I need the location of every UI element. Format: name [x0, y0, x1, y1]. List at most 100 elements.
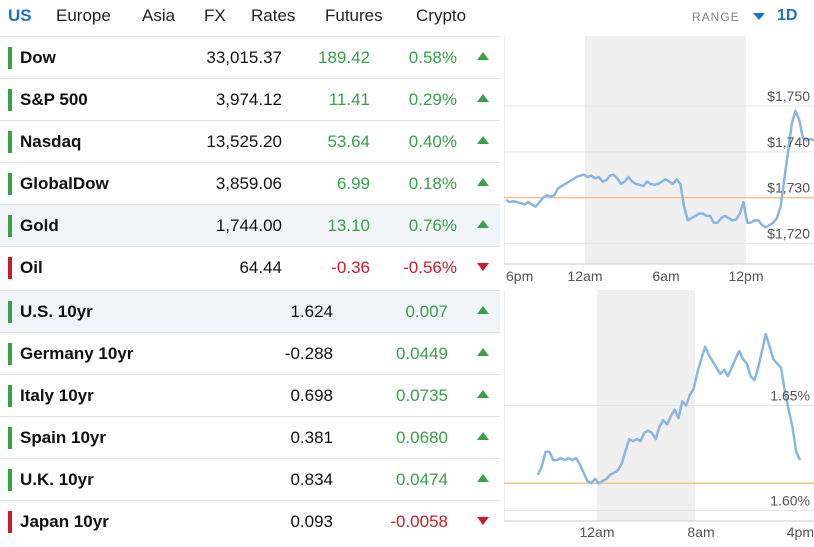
tab-crypto[interactable]: Crypto	[416, 6, 467, 25]
tab-fx[interactable]: FX	[204, 6, 226, 25]
row-change: 6.99	[336, 174, 370, 193]
row-change: 189.42	[318, 48, 370, 67]
chart-shade	[585, 36, 666, 264]
table-row-nasdaq[interactable]: Nasdaq 13,525.20 53.64 0.40%	[0, 120, 500, 162]
x-tick-labels: 6pm 12am 6am 12pm	[506, 268, 764, 284]
arrow-up-icon	[477, 94, 489, 102]
arrow-up-icon	[477, 136, 489, 144]
arrow-up-icon	[477, 306, 489, 314]
table-row-gold[interactable]: Gold 1,744.00 13.10 0.76%	[0, 204, 500, 246]
row-last: 13,525.20	[206, 132, 282, 151]
status-bar	[8, 131, 12, 153]
table-row-italy-10yr[interactable]: Italy 10yr 0.698 0.0735	[0, 374, 500, 416]
row-change: 53.64	[327, 132, 370, 151]
tab-asia[interactable]: Asia	[142, 6, 176, 25]
row-last: 3,859.06	[215, 174, 282, 193]
arrow-down-icon	[477, 263, 489, 271]
arrow-up-icon	[477, 178, 489, 186]
row-percent: 0.18%	[408, 174, 457, 193]
range-selector[interactable]: 1D	[777, 7, 798, 24]
tab-us[interactable]: US	[8, 6, 32, 25]
row-yield: 0.381	[290, 428, 333, 447]
table-row-oil[interactable]: Oil 64.44 -0.36 -0.56%	[0, 246, 500, 288]
row-change: 11.41	[328, 90, 370, 109]
table-row-sp500[interactable]: S&P 500 3,974.12 11.41 0.29%	[0, 78, 500, 120]
gold-chart[interactable]: $1,750 $1,740 $1,730 $1,720 6pm 12am 6am 12pm	[504, 36, 814, 288]
y-tick-label: $1,720	[767, 225, 810, 241]
row-change: 0.0449	[396, 344, 448, 363]
arrow-up-icon	[477, 348, 489, 356]
x-tick-label: 8am	[687, 524, 714, 540]
table-row-us-10yr[interactable]: U.S. 10yr 1.624 0.007	[0, 290, 500, 332]
row-yield: 0.698	[290, 386, 333, 405]
x-tick-label: 12am	[579, 524, 614, 540]
row-name: Oil	[20, 258, 43, 277]
x-tick-label: 6am	[652, 268, 679, 284]
y-tick-labels: $1,750 $1,740 $1,730 $1,720	[767, 88, 810, 241]
y-tick-label: 1.60%	[770, 493, 810, 509]
row-yield: -0.288	[284, 344, 333, 363]
row-last: 1,744.00	[215, 216, 282, 235]
grid-lines	[504, 405, 814, 511]
row-last: 64.44	[239, 258, 282, 277]
y-tick-labels: 1.65% 1.60%	[770, 388, 810, 509]
y-tick-label: $1,750	[767, 88, 810, 104]
arrow-up-icon	[477, 52, 489, 60]
table-row-uk-10yr[interactable]: U.K. 10yr 0.834 0.0474	[0, 458, 500, 500]
status-bar	[8, 47, 12, 69]
x-tick-label: 12pm	[728, 268, 763, 284]
treasury-chart[interactable]: 1.65% 1.60% 12am 8am 4pm	[504, 290, 814, 542]
row-percent: 0.76%	[408, 216, 457, 235]
status-bar	[8, 89, 12, 111]
row-yield: 0.834	[290, 470, 333, 489]
range-label: RANGE	[692, 10, 740, 24]
chevron-down-icon[interactable]	[753, 13, 765, 20]
table-row-globaldow[interactable]: GlobalDow 3,859.06 6.99 0.18%	[0, 162, 500, 204]
tab-europe[interactable]: Europe	[56, 6, 111, 25]
row-change: 0.0735	[396, 386, 448, 405]
row-name: Dow	[20, 48, 56, 67]
tab-futures[interactable]: Futures	[325, 6, 383, 25]
row-last: 33,015.37	[206, 48, 282, 67]
row-change: -0.0058	[390, 512, 448, 531]
x-tick-label: 4pm	[787, 524, 814, 540]
market-tabs: US Europe Asia FX Rates Futures Crypto R…	[0, 0, 814, 34]
row-last: 3,974.12	[215, 90, 282, 109]
arrow-up-icon	[477, 220, 489, 228]
row-yield: 0.093	[290, 512, 333, 531]
chart-shade	[666, 36, 746, 264]
tab-rates[interactable]: Rates	[251, 6, 296, 25]
row-percent: -0.56%	[403, 258, 457, 277]
status-bar	[8, 301, 12, 323]
row-change: 0.0680	[396, 428, 448, 447]
arrow-up-icon	[477, 432, 489, 440]
row-yield: 1.624	[290, 302, 333, 321]
status-bar	[8, 427, 12, 449]
table-row-spain-10yr[interactable]: Spain 10yr 0.381 0.0680	[0, 416, 500, 458]
table-row-germany-10yr[interactable]: Germany 10yr -0.288 0.0449	[0, 332, 500, 374]
row-name: Gold	[20, 216, 59, 235]
x-tick-labels: 12am 8am 4pm	[579, 524, 814, 540]
row-change: 13.10	[327, 216, 370, 235]
x-tick-label: 6pm	[506, 268, 533, 284]
y-tick-label: $1,740	[767, 134, 810, 150]
arrow-up-icon	[477, 390, 489, 398]
row-name: Germany 10yr	[20, 344, 134, 363]
row-name: U.K. 10yr	[20, 470, 94, 489]
row-name: Italy 10yr	[20, 386, 94, 405]
row-name: Spain 10yr	[20, 428, 106, 447]
row-name: Japan 10yr	[20, 512, 109, 531]
row-change: 0.007	[405, 302, 448, 321]
status-bar	[8, 385, 12, 407]
status-bar	[8, 215, 12, 237]
table-row-dow[interactable]: Dow 33,015.37 189.42 0.58%	[0, 36, 500, 78]
y-tick-label: $1,730	[767, 180, 810, 196]
row-percent: 0.58%	[408, 48, 457, 67]
row-percent: 0.29%	[408, 90, 457, 109]
row-name: S&P 500	[20, 90, 88, 109]
price-line	[505, 109, 814, 229]
status-bar	[8, 343, 12, 365]
table-row-japan-10yr[interactable]: Japan 10yr 0.093 -0.0058	[0, 500, 500, 542]
status-bar	[8, 511, 12, 533]
x-tick-label: 12am	[567, 268, 602, 284]
